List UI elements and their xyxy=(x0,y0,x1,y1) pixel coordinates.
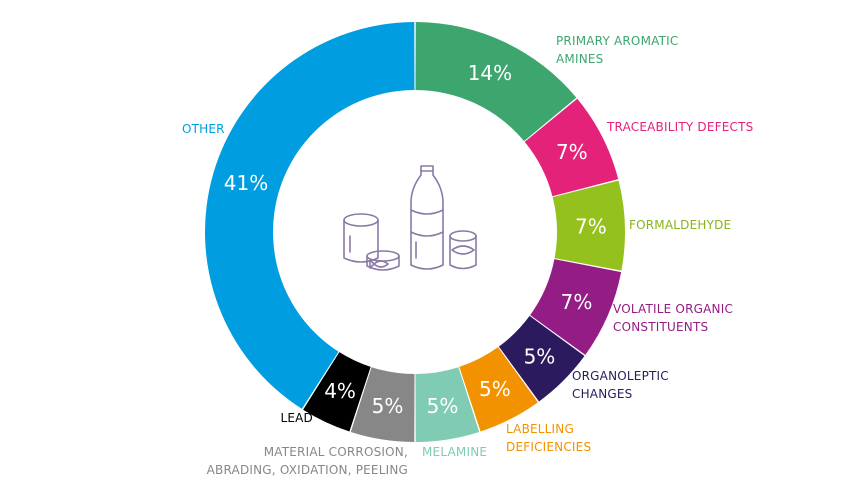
donut-segments xyxy=(205,22,625,442)
label-line: AMINES xyxy=(556,52,604,66)
label-labelling-deficiencies: LABELLING DEFICIENCIES xyxy=(506,420,591,456)
label-volatile-organic-constituents: VOLATILE ORGANIC CONSTITUENTS xyxy=(613,300,733,336)
segment-traceability-defects xyxy=(524,98,619,197)
label-lead: LEAD xyxy=(263,409,313,427)
label-line: ORGANOLEPTIC xyxy=(572,369,669,383)
segment-volatile-organic-constituents xyxy=(530,259,622,355)
pct-primary-aromatic-amines: 14% xyxy=(468,61,512,85)
label-line: CONSTITUENTS xyxy=(613,320,709,334)
segment-formaldehyde xyxy=(552,180,625,271)
label-material-corrosion-abrading-oxidation-peeling: MATERIAL CORROSION, ABRADING, OXIDATION, … xyxy=(203,443,408,479)
label-line: ABRADING, OXIDATION, PEELING xyxy=(206,463,408,477)
label-line: CHANGES xyxy=(572,387,633,401)
segment-organoleptic-changes xyxy=(498,315,585,402)
label-line: MATERIAL CORROSION, xyxy=(263,445,408,459)
label-formaldehyde: FORMALDEHYDE xyxy=(629,216,731,234)
label-organoleptic-changes: ORGANOLEPTIC CHANGES xyxy=(572,367,669,403)
pct-traceability-defects: 7% xyxy=(556,140,588,164)
label-primary-aromatic-amines: PRIMARY AROMATIC AMINES xyxy=(556,32,678,68)
label-melamine: MELAMINE xyxy=(422,443,487,461)
label-line: OTHER xyxy=(182,122,225,136)
pct-lead: 4% xyxy=(324,379,356,403)
label-other: OTHER xyxy=(182,120,225,138)
segment-other xyxy=(205,22,415,409)
segment-material-corrosion-abrading-oxidation-peeling xyxy=(350,367,415,442)
pct-labelling-deficiencies: 5% xyxy=(479,377,511,401)
label-line: DEFICIENCIES xyxy=(506,440,592,454)
label-line: LEAD xyxy=(280,411,313,425)
segment-lead xyxy=(303,352,371,432)
label-line: VOLATILE ORGANIC xyxy=(613,302,734,316)
segment-primary-aromatic-amines xyxy=(415,22,577,142)
pct-formaldehyde: 7% xyxy=(575,214,607,238)
food-packaging-icon xyxy=(343,165,477,271)
segment-labelling-deficiencies xyxy=(459,347,538,432)
pct-melamine: 5% xyxy=(427,394,459,418)
pct-volatile-organic-constituents: 7% xyxy=(561,290,593,314)
pct-organoleptic-changes: 5% xyxy=(524,344,556,368)
label-line: LABELLING xyxy=(506,422,574,436)
pct-material-corrosion-abrading-oxidation-peeling: 5% xyxy=(372,394,404,418)
label-line: FORMALDEHYDE xyxy=(629,218,732,232)
label-line: PRIMARY AROMATIC xyxy=(556,34,679,48)
percentage-labels: 14% 7% 7% 7% 5% 5% 5% 5% 4% 41% xyxy=(224,61,607,418)
label-line: TRACEABILITY DEFECTS xyxy=(607,120,754,134)
segment-melamine xyxy=(415,367,480,442)
pct-other: 41% xyxy=(224,171,268,195)
label-traceability-defects: TRACEABILITY DEFECTS xyxy=(607,118,753,136)
label-line: MELAMINE xyxy=(422,445,488,459)
